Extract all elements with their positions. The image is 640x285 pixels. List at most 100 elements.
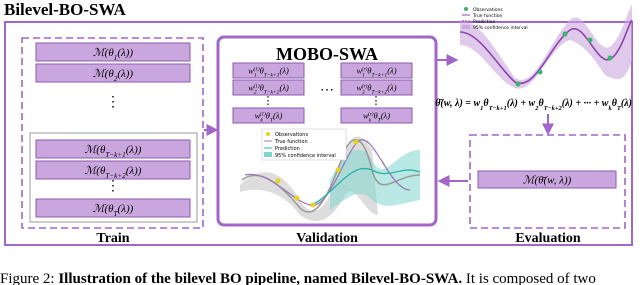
math-label: ℳ(θ̄(w, λ)) (523, 174, 572, 186)
legend-label: 95% confidence interval (473, 25, 528, 31)
label-box (35, 198, 191, 218)
math-sub: T−k+1 (105, 151, 125, 159)
math-sub: T (114, 210, 119, 218)
math-label: ℳ(θ2(λ)) (93, 68, 134, 83)
math-text: ℳ(θ (85, 144, 106, 156)
math-sub: 1 (362, 72, 365, 78)
ellipsis: ⋮ (106, 179, 120, 194)
math-text: (λ) + w (507, 98, 536, 109)
label-box (35, 139, 191, 159)
math-label: wk(1)θT(λ) (255, 110, 283, 123)
math-text: (λ) (273, 110, 283, 120)
math-sup: (r) (368, 110, 374, 117)
math-text: ℳ(θ̄(w, λ)) (523, 174, 572, 186)
math-sup: (1) (260, 110, 266, 117)
label-box (232, 79, 305, 96)
math-label: ℳ(θT−k+1(λ)) (85, 144, 142, 159)
evaluation-plot (459, 5, 633, 89)
mobo-title: MOBO-SWA (276, 44, 378, 64)
label-box (232, 107, 305, 124)
math-text: θ (367, 65, 371, 75)
math-sub: 1 (254, 72, 257, 78)
math-sub: T−k+1 (371, 72, 387, 78)
label-box (340, 79, 413, 96)
math-label: θ̄(w, λ) = w1θT−k+1(λ) + w2θT−k+2(λ) + ·… (435, 98, 632, 112)
math-sub: 1 (480, 105, 483, 112)
math-text: w (248, 65, 254, 75)
label-box (477, 170, 617, 189)
math-text: θ (260, 82, 264, 92)
math-sup: (1) (254, 82, 260, 89)
math-text: w (248, 82, 254, 92)
math-text: (λ)) (117, 68, 133, 80)
legend-label: Observations (275, 132, 308, 138)
math-text: ℳ(θ (85, 165, 106, 177)
column-dots: ⋯ (320, 83, 334, 98)
label-box (35, 160, 191, 180)
math-text: θ (612, 98, 618, 109)
legend-label: Prediction (275, 146, 300, 152)
math-sub: T (617, 105, 622, 112)
math-text: θ (266, 110, 270, 120)
math-text: (λ) (279, 82, 289, 92)
math-text: θ (260, 65, 264, 75)
math-sub: 2 (534, 105, 539, 112)
math-text: θ (483, 98, 489, 109)
math-text: (λ) (381, 110, 391, 120)
label-box (232, 62, 305, 79)
legend-label: True function (472, 13, 503, 19)
math-text: (λ)) (118, 203, 134, 215)
outer-loop (4, 21, 633, 246)
validation-plot (240, 128, 421, 222)
math-text: w (356, 65, 362, 75)
math-text: (λ) (387, 82, 397, 92)
math-sub: T (270, 117, 274, 123)
math-label: ℳ(θT−k+2(λ)) (85, 165, 142, 180)
math-text: w (255, 110, 261, 120)
math-text: (λ)) (117, 47, 133, 59)
math-label: ℳ(θT(λ)) (93, 203, 134, 218)
legend-label: 95% confidence interval (275, 153, 336, 159)
math-text: (λ) (279, 65, 289, 75)
math-sub: T−k+2 (264, 89, 280, 95)
caption-part: Figure 2: (0, 271, 58, 285)
label-box (340, 107, 413, 124)
math-text: θ̄(w, λ) = w (435, 98, 480, 109)
math-label: w1(r)θT−k+1(λ) (356, 65, 396, 78)
math-sub: k (260, 117, 263, 123)
math-sup: (r) (362, 65, 368, 72)
caption-part: Illustration of the bilevel BO pipeline,… (58, 271, 462, 285)
math-label: w2(r)θT−k+2(λ) (356, 82, 396, 95)
caption: Figure 2: Illustration of the bilevel BO… (0, 271, 596, 285)
validation-label: Validation (296, 231, 358, 246)
math-sub: 2 (114, 75, 118, 83)
math-label: w2(1)θT−k+2(λ) (248, 82, 289, 95)
math-sub: k (369, 117, 372, 123)
ellipsis: ⋮ (106, 95, 120, 110)
math-sub: 2 (362, 89, 365, 95)
label-box (35, 63, 191, 83)
math-sub: T−k+2 (105, 172, 126, 180)
math-text: θ (538, 98, 544, 109)
math-text: w (356, 82, 362, 92)
math-text: ℳ(θ (93, 68, 114, 80)
train-label: Train (96, 231, 129, 246)
label-box (35, 42, 191, 62)
math-label: wk(r)θT(λ) (363, 110, 390, 123)
math-sub: k (608, 105, 612, 112)
ellipsis: ⋮ (371, 95, 382, 107)
math-text: (λ)) (126, 144, 142, 156)
caption-part: It is composed of two (462, 271, 596, 285)
math-text: ℳ(θ (93, 47, 114, 59)
math-sub: 2 (254, 89, 257, 95)
math-label: w1(1)θT−k+1(λ) (248, 65, 289, 78)
evaluation-label: Evaluation (515, 231, 581, 246)
math-sub: T (378, 117, 382, 123)
math-sup: (r) (362, 82, 368, 89)
ellipsis: ⋮ (263, 95, 274, 107)
math-sub: T−k+1 (489, 105, 507, 112)
math-label: ℳ(θ1(λ)) (93, 47, 134, 62)
math-sub: T−k+2 (544, 105, 563, 112)
math-sub: T−k+2 (371, 89, 387, 95)
